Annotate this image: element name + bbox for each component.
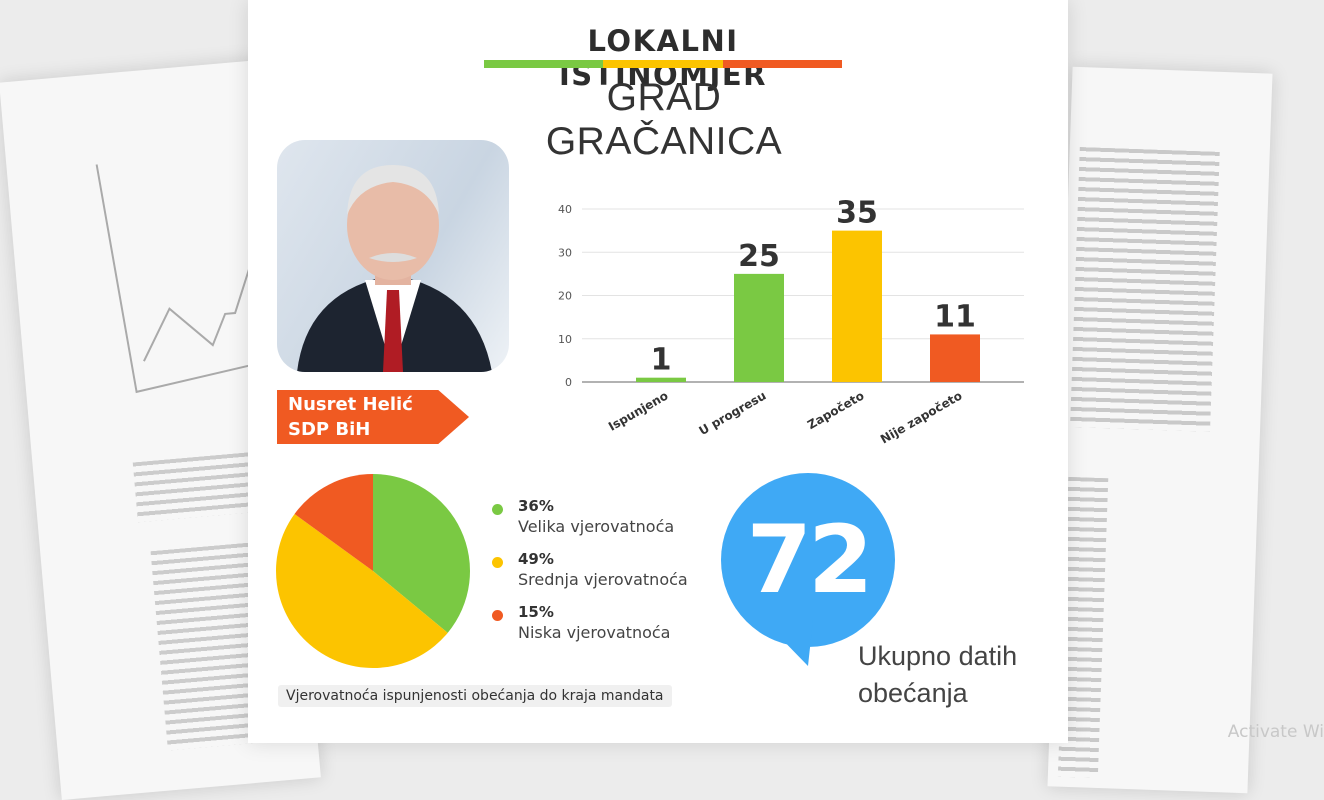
legend-dot bbox=[492, 504, 503, 515]
legend-item: 36% Velika vjerovatnoća bbox=[492, 497, 688, 550]
pie-chart bbox=[276, 474, 470, 668]
bar bbox=[636, 377, 686, 382]
total-count: 72 bbox=[747, 506, 870, 615]
color-stripe bbox=[484, 60, 842, 68]
pie-slice bbox=[276, 513, 448, 668]
legend-pct: 49% bbox=[518, 550, 554, 568]
pie-slice bbox=[294, 474, 373, 571]
y-tick-label: 40 bbox=[558, 203, 572, 216]
line-graph-icon bbox=[95, 164, 276, 394]
x-tick-label: U progresu bbox=[697, 388, 769, 438]
bar-value-label: 1 bbox=[651, 343, 672, 378]
pie-caption: Vjerovatnoća ispunjenosti obećanja do kr… bbox=[278, 685, 672, 707]
total-label: Ukupno datih obećanja bbox=[858, 638, 1017, 712]
activate-windows-watermark: Activate Wi bbox=[1227, 722, 1324, 742]
legend-dot bbox=[492, 557, 503, 568]
bar-value-label: 25 bbox=[738, 239, 780, 274]
politician-party: SDP BiH bbox=[288, 419, 371, 440]
background-paper-right bbox=[1047, 66, 1273, 794]
legend-label: Srednja vjerovatnoća bbox=[518, 570, 688, 589]
x-tick-label: Započeto bbox=[805, 388, 866, 432]
bar bbox=[930, 334, 980, 382]
y-tick-label: 20 bbox=[558, 290, 572, 303]
politician-name-tag: Nusret Helić SDP BiH bbox=[277, 390, 469, 444]
pie-slice bbox=[373, 474, 470, 633]
x-tick-label: Ispunjeno bbox=[606, 388, 670, 433]
total-label-line2: obećanja bbox=[858, 678, 968, 708]
pie-legend: 36% Velika vjerovatnoća 49% Srednja vjerov… bbox=[492, 497, 688, 656]
header-subtitle: GRAD GRAČANICA bbox=[545, 76, 783, 163]
bar bbox=[734, 273, 784, 382]
y-tick-label: 0 bbox=[565, 376, 572, 389]
speech-bubble-icon: 72 bbox=[721, 473, 895, 666]
legend-pct: 15% bbox=[518, 603, 554, 621]
legend-label: Velika vjerovatnoća bbox=[518, 517, 675, 536]
y-tick-label: 10 bbox=[558, 333, 572, 346]
politician-photo bbox=[277, 140, 509, 372]
legend-item: 15% Niska vjerovatnoća bbox=[492, 603, 688, 656]
bar-chart: 0 10 20 30 40 1 Ispunjeno 25 U progresu 35 Započet… bbox=[558, 196, 1024, 446]
legend-item: 49% Srednja vjerovatnoća bbox=[492, 550, 688, 603]
total-label-line1: Ukupno datih bbox=[858, 641, 1018, 671]
legend-pct: 36% bbox=[518, 497, 554, 515]
bar bbox=[832, 230, 882, 382]
politician-name: Nusret Helić bbox=[288, 394, 413, 415]
y-tick-label: 30 bbox=[558, 246, 572, 259]
x-tick-label: Nije započeto bbox=[878, 388, 964, 446]
legend-label: Niska vjerovatnoća bbox=[518, 623, 671, 642]
legend-dot bbox=[492, 610, 503, 621]
bar-value-label: 35 bbox=[836, 196, 878, 231]
bar-value-label: 11 bbox=[934, 299, 976, 334]
